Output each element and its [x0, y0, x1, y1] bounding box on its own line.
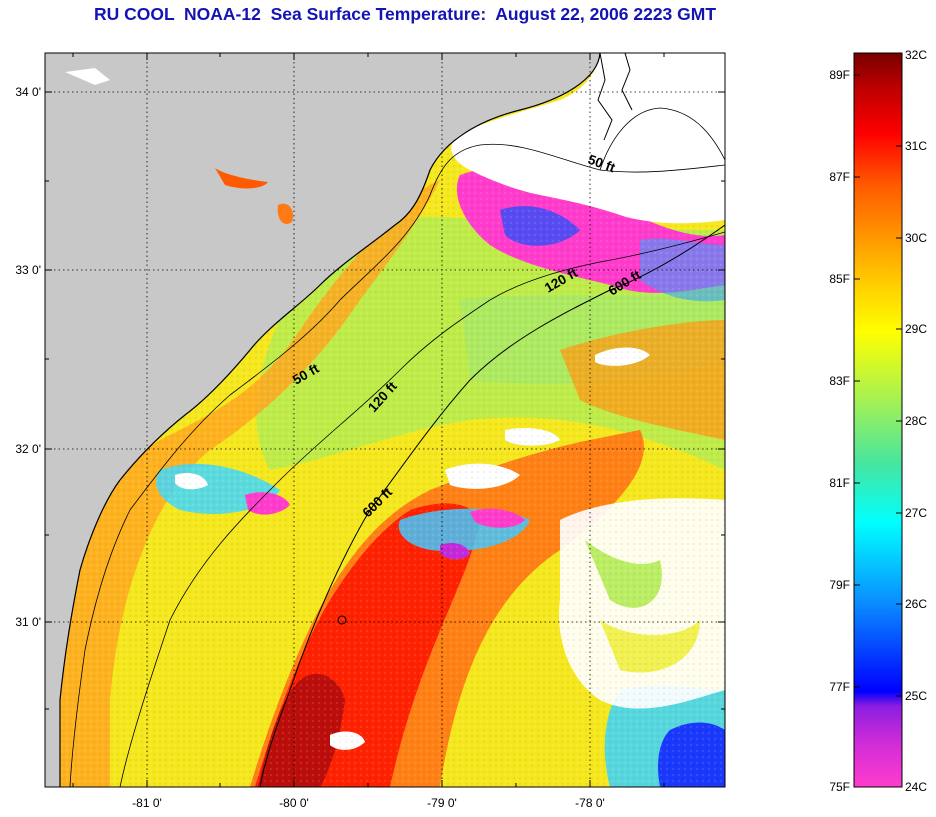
lon-label-78: -78 0'	[575, 796, 605, 810]
river-inlet-2	[621, 53, 633, 111]
isobath-50ft	[69, 143, 725, 787]
lake-warm	[215, 168, 268, 189]
river-inlet	[597, 53, 613, 141]
colorbar-gradient	[854, 53, 902, 787]
colorbar-f-label-89: 89F	[829, 68, 850, 82]
colorbar-f-label-79: 79F	[829, 578, 850, 592]
inland-white	[65, 68, 110, 85]
lat-label-34: 34 0'	[15, 85, 41, 99]
isobath-120ft	[119, 231, 725, 787]
chart-title: RU COOL NOAA-12 Sea Surface Temperature:…	[93, 4, 717, 24]
land-mass	[45, 53, 600, 787]
colorbar-f-label-75: 75F	[829, 780, 850, 794]
graticule	[45, 53, 725, 787]
colorbar-c-label-25: 25C	[905, 689, 927, 703]
lat-label-32: 32 0'	[15, 442, 41, 456]
colorbar: 89F 87F 85F 83F 81F 79F 77F 75F 32C 31C …	[829, 48, 927, 794]
colorbar-f-label-81: 81F	[829, 476, 850, 490]
colorbar-c-label-30: 30C	[905, 231, 927, 245]
colorbar-c-label-27: 27C	[905, 506, 927, 520]
colorbar-f-label-83: 83F	[829, 374, 850, 388]
lat-label-31: 31 0'	[15, 615, 41, 629]
colorbar-f-label-77: 77F	[829, 680, 850, 694]
colorbar-c-label-29: 29C	[905, 322, 927, 336]
buoy-marker-icon	[337, 615, 347, 625]
lon-label-79: -79 0'	[427, 796, 457, 810]
axis-ticks	[45, 53, 725, 787]
lon-label-81: -81 0'	[132, 796, 162, 810]
isobath-50ft-upper	[599, 107, 725, 171]
lake-warm-2	[277, 203, 294, 225]
lon-label-80: -80 0'	[279, 796, 309, 810]
nearshore-unmapped	[451, 53, 725, 224]
map-frame	[44, 52, 726, 788]
lat-label-33: 33 0'	[15, 263, 41, 277]
colorbar-c-label-28: 28C	[905, 414, 927, 428]
colorbar-c-label-32: 32C	[905, 48, 927, 62]
isobath-600ft	[259, 224, 725, 787]
coastline	[59, 53, 601, 787]
colorbar-c-label-31: 31C	[905, 139, 927, 153]
colorbar-frame	[853, 52, 903, 788]
map-panel: 50 ft 120 ft 600 ft 50 ft 120 ft 600 ft	[45, 53, 725, 787]
colorbar-f-label-85: 85F	[829, 272, 850, 286]
colorbar-c-label-26: 26C	[905, 597, 927, 611]
colorbar-c-label-24: 24C	[905, 780, 927, 794]
colorbar-f-label-87: 87F	[829, 170, 850, 184]
